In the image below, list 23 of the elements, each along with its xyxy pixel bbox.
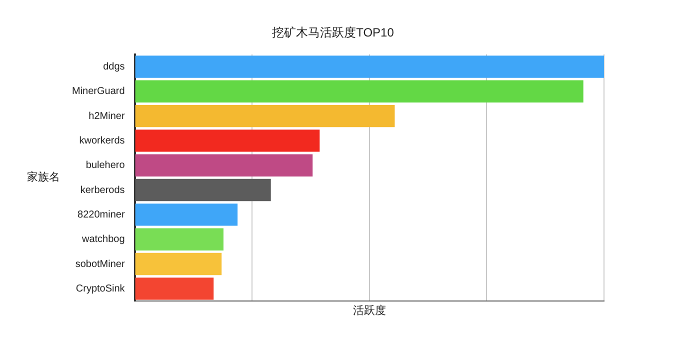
bar (135, 104, 395, 128)
bar (135, 204, 238, 226)
bar (135, 278, 214, 300)
y-tick-label: 8220miner (78, 209, 126, 220)
bar (135, 130, 320, 152)
y-tick-label: h2Miner (88, 110, 126, 122)
y-tick-label: bulehero (86, 160, 126, 172)
bar (135, 228, 224, 250)
y-tick-label: kworkerds (79, 135, 125, 146)
y-tick-label: MinerGuard (72, 86, 125, 98)
y-tick-label: CryptoSink (76, 283, 126, 294)
x-axis-title: 活跃度 (352, 304, 386, 318)
y-tick-label: ddgs (103, 61, 125, 72)
y-axis-title: 家族名 (27, 170, 60, 184)
bar (135, 154, 313, 176)
chart-title: 挖矿木马活跃度TOP10 (272, 26, 394, 40)
y-tick-label: sobotMiner (75, 258, 126, 270)
y-tick-label: watchbog (80, 234, 125, 246)
bar (135, 178, 271, 202)
y-tick-label: kerberods (80, 184, 125, 196)
bar (135, 56, 604, 78)
bar (135, 80, 584, 102)
bar (135, 252, 222, 276)
